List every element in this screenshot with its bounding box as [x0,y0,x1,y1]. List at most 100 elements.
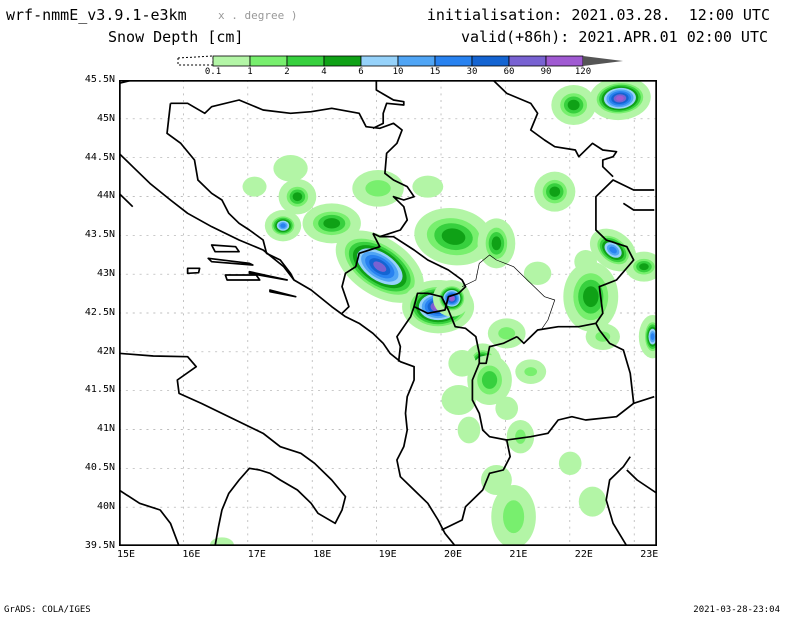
initialisation-time: initialisation: 2021.03.28. 12:00 UTC [426,6,770,24]
colorbar-swatch [212,55,251,67]
snow-depth-map [119,80,657,546]
boundary-line [269,289,297,298]
boundary-line [186,267,201,275]
snow-contour [616,95,624,101]
snow-contour [583,286,599,308]
lon-label: 20E [444,549,463,560]
lon-label: 16E [182,549,201,560]
lat-label: 45N [96,112,115,124]
snow-contour [412,175,444,198]
colorbar-swatch [508,55,547,67]
snow-contour [441,385,476,415]
colorbar-swatch [323,55,362,67]
snow-contour [524,367,538,377]
lon-label: 18E [313,549,332,560]
snow-contour [574,250,597,274]
lon-label: 23E [640,549,659,560]
colorbar-label: 4 [321,67,327,77]
colorbar-swatch [545,55,584,67]
boundary-line [170,99,415,238]
model-name: wrf-nmmE_v3.9.1-e3km [6,6,187,24]
colorbar-label: 90 [540,67,552,77]
lat-label: 44N [96,190,115,202]
boundary-line [166,103,295,281]
coastlines-borders [119,80,657,546]
snow-contour [639,263,649,271]
snow-contour [523,261,552,285]
lat-label: 42.5N [84,306,115,318]
colorbar-label: 6 [358,67,364,77]
snow-contour [498,327,516,340]
boundary-line [341,232,381,314]
boundary-line [372,80,405,130]
underflow-triangle [177,55,214,66]
boundary-line [224,274,261,281]
snow-contour [558,451,582,475]
snow-contour [280,223,286,228]
snow-contour [365,180,391,197]
boundary-line [379,235,467,362]
snow-contour [373,261,387,272]
boundary-line [207,257,254,266]
lon-label: 19E [378,549,397,560]
colorbar-label: 2 [284,67,290,77]
boundary-line [626,469,657,495]
colorbar-label: 15 [429,67,441,77]
colorbar-label: 120 [574,67,592,77]
lat-label: 43N [96,268,115,279]
colorbar-swatch [434,55,473,67]
lon-label: 22E [574,549,593,560]
lat-label: 41N [96,423,115,435]
colorbar-swatch [249,55,288,67]
overflow-triangle [583,56,623,66]
colorbar-swatch [471,55,510,67]
snow-contour [578,486,607,517]
snow-contour [567,99,580,111]
footer-timestamp: 2021-03-28-23:04 [693,605,780,615]
snow-contour [448,350,476,377]
snow-contour [273,155,308,182]
boundary-line [441,363,512,531]
snow-contour [650,333,655,341]
boundary-line [595,322,635,404]
boundary-line [605,456,631,546]
snow-contour [515,429,526,444]
snow-contour [481,371,498,389]
colorbar-label: 30 [466,67,478,77]
snow-contour [609,246,617,254]
snow-contour [491,236,502,251]
lon-label: 15E [117,549,136,560]
snow-contour [323,218,341,229]
lat-label: 40.5N [84,462,115,473]
lat-label: 41.5N [84,384,115,396]
boundary-line [210,244,240,253]
snow-contour [449,296,454,301]
boundary-line [516,179,655,345]
lat-label: 43.5N [84,229,115,241]
boundary-line [248,270,288,281]
lat-label: 45.5N [84,74,115,85]
colorbar-label: 60 [503,67,515,77]
kosovo-border [461,254,556,331]
footer-credit: GrADS: COLA/IGES [4,605,91,615]
snow-contour [292,192,303,202]
snow-contour [480,465,512,495]
colorbar-label: 10 [392,67,404,77]
snow-contour [441,228,466,245]
colorbar-label: 0.1 [204,67,222,77]
boundary-line [506,395,655,441]
boundary-line [119,489,180,546]
lat-label: 40N [96,500,115,512]
map-frame [119,80,657,546]
boundary-line [413,292,518,365]
lon-label: 17E [247,549,266,560]
snow-contour [503,500,525,534]
boundary-line [622,202,655,211]
snow-contour [495,396,519,420]
snow-contour [457,416,481,444]
boundary-line [119,352,347,546]
boundary-line [119,152,456,546]
colorbar-swatch [360,55,399,67]
colorbar [177,55,623,67]
